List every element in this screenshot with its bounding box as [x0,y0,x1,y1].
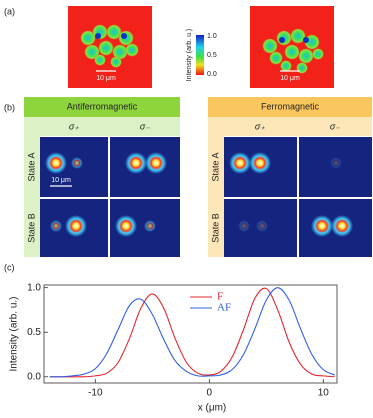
plot: -10 0 10 0.0 0.5 1.0 FAF [27,282,335,399]
y-tick-label: 1.0 [27,282,41,293]
colorbar-tick: 1.0 [207,33,217,40]
scale-bar-label: 10 μm [51,177,71,184]
row-label: State A [26,152,36,181]
line-af [49,287,335,378]
group-antiferromagnetic: Antiferromagnetic σ₊ σ₋ State A State B … [24,97,180,257]
row-label: State B [26,213,36,243]
column-label: σ₊ [69,121,79,131]
plot-frame [43,284,338,384]
line-f [49,287,335,378]
x-tick-label: 0 [207,388,213,399]
group-title: Antiferromagnetic [67,101,138,111]
colorbar [196,35,204,75]
row-label: State A [210,152,220,181]
group-title: Ferromagnetic [261,101,320,111]
image-a-right: 10 μm [250,6,334,88]
x-tick-label: -10 [88,388,103,399]
column-label: σ₊ [255,121,265,131]
colorbar-label: Intensity (arb. u.) [186,29,193,82]
y-axis-label: Intensity (arb. u.) [9,296,20,371]
column-label: σ₋ [140,121,150,131]
image-a-left: 10 μm [68,6,152,88]
scale-bar-label: 10 μm [280,75,300,82]
y-tick-label: 0.5 [27,327,41,338]
column-label: σ₋ [330,121,340,131]
legend-label: F [217,291,223,303]
panel-label: (a) [4,6,15,16]
y-tick-label: 0.0 [27,371,41,382]
panel-label: (c) [4,262,15,272]
x-axis-label: x (μm) [198,403,227,414]
colorbar-tick: 0.0 [207,71,217,78]
x-tick-label: 10 [318,388,330,399]
row-label: State B [210,213,220,243]
colorbar-tick: 0.5 [207,52,217,59]
panel-label: (b) [4,102,15,112]
legend-label: AF [217,302,231,314]
scale-bar-label: 10 μm [96,75,116,82]
group-ferromagnetic: Ferromagnetic σ₊ σ₋ State A State B [208,97,372,257]
